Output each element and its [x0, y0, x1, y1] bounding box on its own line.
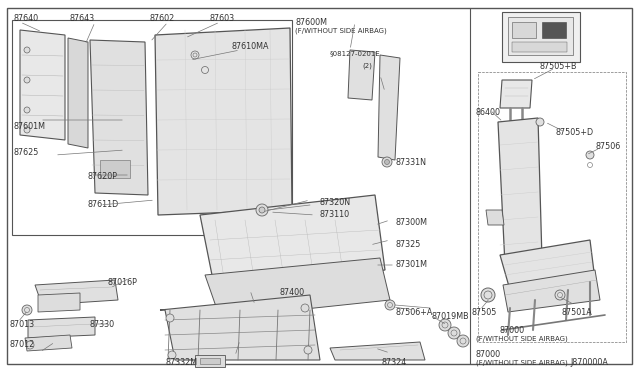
Text: 86400: 86400 — [476, 108, 501, 117]
Polygon shape — [28, 317, 95, 338]
Bar — [502, 12, 580, 62]
Text: (F/WITHOUT SIDE AIRBAG): (F/WITHOUT SIDE AIRBAG) — [476, 336, 568, 343]
Circle shape — [168, 351, 176, 359]
Bar — [200, 358, 220, 364]
Polygon shape — [498, 118, 542, 265]
Text: 87000: 87000 — [476, 350, 501, 359]
Polygon shape — [155, 28, 292, 215]
Text: 87506+A: 87506+A — [395, 308, 433, 317]
Circle shape — [385, 160, 390, 164]
Text: (F/WITHOUT SIDE AIRBAG): (F/WITHOUT SIDE AIRBAG) — [295, 27, 387, 33]
Circle shape — [26, 341, 34, 349]
Text: (2): (2) — [362, 62, 372, 68]
Text: 87013: 87013 — [10, 320, 35, 329]
Circle shape — [382, 157, 392, 167]
Text: 87625: 87625 — [14, 148, 40, 157]
Text: 87012: 87012 — [10, 340, 35, 349]
Text: 87643: 87643 — [70, 14, 95, 23]
Circle shape — [385, 300, 395, 310]
Bar — [478, 72, 626, 342]
Text: 87620P: 87620P — [88, 172, 118, 181]
Text: 87603: 87603 — [210, 14, 235, 23]
Circle shape — [24, 47, 30, 53]
Circle shape — [586, 151, 594, 159]
Circle shape — [259, 207, 265, 213]
Polygon shape — [160, 295, 320, 360]
Bar — [512, 42, 567, 52]
Circle shape — [448, 327, 460, 339]
Text: 87332M: 87332M — [165, 358, 197, 367]
Circle shape — [256, 204, 268, 216]
Text: 87610MA: 87610MA — [232, 42, 269, 51]
Bar — [512, 22, 536, 38]
Polygon shape — [348, 50, 375, 100]
Text: 87501A: 87501A — [562, 308, 593, 317]
Polygon shape — [35, 280, 118, 305]
Text: 87505+B: 87505+B — [540, 62, 577, 71]
Text: 87016P: 87016P — [108, 278, 138, 287]
Bar — [12, 20, 292, 235]
Text: J870000A: J870000A — [570, 358, 608, 367]
Bar — [542, 22, 566, 38]
Polygon shape — [500, 80, 532, 108]
Polygon shape — [68, 38, 88, 148]
Polygon shape — [200, 195, 385, 290]
Text: 87301M: 87301M — [395, 260, 427, 269]
Polygon shape — [378, 55, 400, 160]
Text: 873110: 873110 — [320, 210, 350, 219]
Circle shape — [304, 346, 312, 354]
Text: (F/WITHOUT SIDE AIRBAG): (F/WITHOUT SIDE AIRBAG) — [476, 360, 568, 366]
Polygon shape — [38, 293, 80, 312]
Bar — [100, 160, 130, 178]
Circle shape — [24, 127, 30, 133]
Text: §08127-0201E: §08127-0201E — [330, 50, 381, 56]
Circle shape — [555, 290, 565, 300]
Text: 87640: 87640 — [14, 14, 39, 23]
Polygon shape — [503, 270, 600, 312]
Text: 87611D: 87611D — [88, 200, 119, 209]
Circle shape — [24, 107, 30, 113]
Text: 87505+D: 87505+D — [555, 128, 593, 137]
Polygon shape — [486, 210, 504, 225]
Circle shape — [301, 304, 309, 312]
Text: 87601M: 87601M — [14, 122, 46, 131]
Text: 87400: 87400 — [280, 288, 305, 297]
Polygon shape — [20, 30, 65, 140]
Text: 87325: 87325 — [395, 240, 420, 249]
Text: 87330: 87330 — [90, 320, 115, 329]
Polygon shape — [500, 240, 595, 290]
Text: 87300M: 87300M — [395, 218, 427, 227]
Polygon shape — [25, 335, 72, 351]
Text: 87324: 87324 — [382, 358, 407, 367]
Text: 87602: 87602 — [150, 14, 175, 23]
Circle shape — [481, 288, 495, 302]
Polygon shape — [330, 342, 425, 360]
Text: 87000: 87000 — [500, 326, 525, 335]
Bar — [195, 355, 225, 367]
Circle shape — [24, 77, 30, 83]
Text: 87320N: 87320N — [320, 198, 351, 207]
Text: 87331N: 87331N — [395, 158, 426, 167]
Text: 87505: 87505 — [472, 308, 497, 317]
Text: 87019MB: 87019MB — [432, 312, 470, 321]
Circle shape — [439, 319, 451, 331]
Polygon shape — [205, 258, 390, 318]
Polygon shape — [90, 40, 148, 195]
Circle shape — [22, 305, 32, 315]
Text: 87506: 87506 — [595, 142, 620, 151]
Circle shape — [536, 118, 544, 126]
Bar — [508, 17, 573, 55]
Circle shape — [166, 314, 174, 322]
Text: 87600M: 87600M — [295, 18, 327, 27]
Circle shape — [457, 335, 469, 347]
